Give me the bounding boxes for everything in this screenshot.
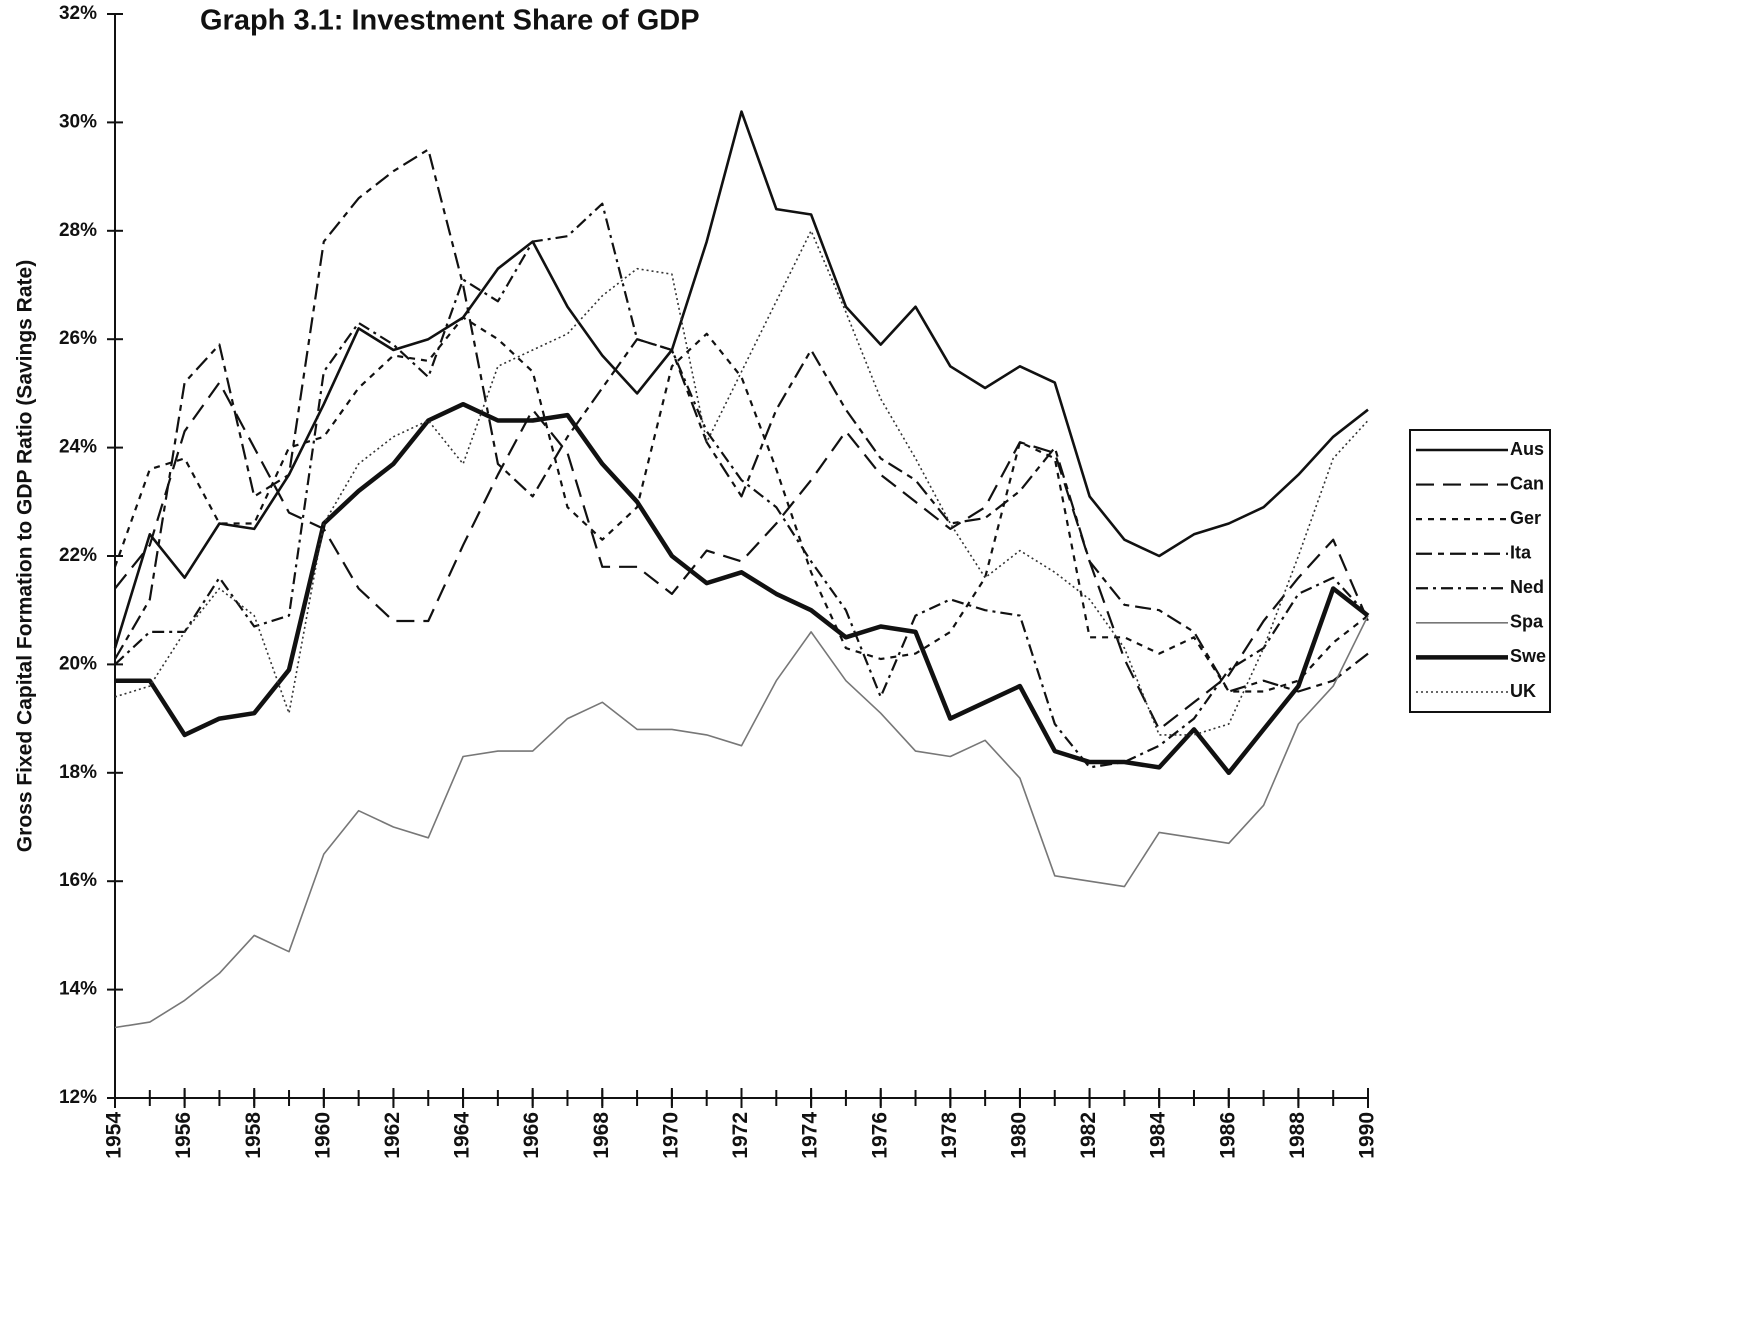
y-tick-label: 20%	[59, 653, 97, 674]
y-tick-label: 30%	[59, 111, 97, 132]
y-tick-label: 16%	[59, 870, 97, 891]
legend-label: Ger	[1510, 508, 1541, 528]
x-tick-label: 1982	[1077, 1112, 1100, 1159]
x-tick-label: 1988	[1286, 1112, 1309, 1159]
x-tick-label: 1964	[451, 1112, 474, 1159]
y-tick-label: 14%	[59, 979, 97, 1000]
x-tick-label: 1960	[311, 1112, 334, 1159]
legend-label: UK	[1510, 681, 1536, 701]
x-tick-label: 1966	[520, 1112, 543, 1159]
legend-label: Spa	[1510, 612, 1544, 632]
legend-label: Aus	[1510, 439, 1544, 459]
legend-label: Can	[1510, 473, 1544, 493]
y-tick-label: 18%	[59, 762, 97, 783]
legend-label: Swe	[1510, 646, 1546, 666]
series-line	[114, 381, 1370, 731]
x-tick-label: 1986	[1216, 1112, 1239, 1159]
x-tick-label: 1954	[103, 1112, 126, 1159]
y-tick-label: 26%	[59, 328, 97, 349]
x-tick-label: 1972	[729, 1112, 752, 1159]
legend-label: Ned	[1510, 577, 1544, 597]
x-tick-label: 1970	[659, 1112, 682, 1159]
y-tick-label: 12%	[59, 1087, 97, 1108]
chart-title: Graph 3.1: Investment Share of GDP	[200, 5, 700, 37]
series-line	[114, 202, 1369, 769]
x-tick-label: 1976	[868, 1112, 891, 1159]
legend-box	[1409, 429, 1551, 713]
series-line	[113, 316, 1369, 693]
x-tick-label: 1978	[938, 1112, 961, 1159]
y-axis-label: Gross Fixed Capital Formation to GDP Rat…	[14, 260, 37, 852]
x-tick-label: 1958	[242, 1112, 265, 1159]
x-tick-label: 1980	[1007, 1112, 1030, 1159]
series-line	[113, 110, 1369, 649]
x-tick-label: 1968	[590, 1112, 613, 1159]
y-tick-label: 24%	[59, 437, 97, 458]
series-line	[114, 148, 1369, 693]
x-tick-label: 1962	[381, 1112, 404, 1159]
series-line	[115, 401, 1370, 776]
x-tick-label: 1984	[1147, 1112, 1170, 1159]
y-tick-label: 32%	[59, 3, 97, 24]
legend-label: Ita	[1510, 542, 1532, 562]
x-tick-label: 1974	[799, 1112, 822, 1159]
y-tick-label: 28%	[59, 220, 97, 241]
y-tick-label: 22%	[59, 545, 97, 566]
series-line	[114, 230, 1369, 736]
x-tick-label: 1956	[172, 1112, 195, 1159]
series-line	[114, 615, 1369, 1029]
x-tick-label: 1990	[1356, 1112, 1379, 1159]
